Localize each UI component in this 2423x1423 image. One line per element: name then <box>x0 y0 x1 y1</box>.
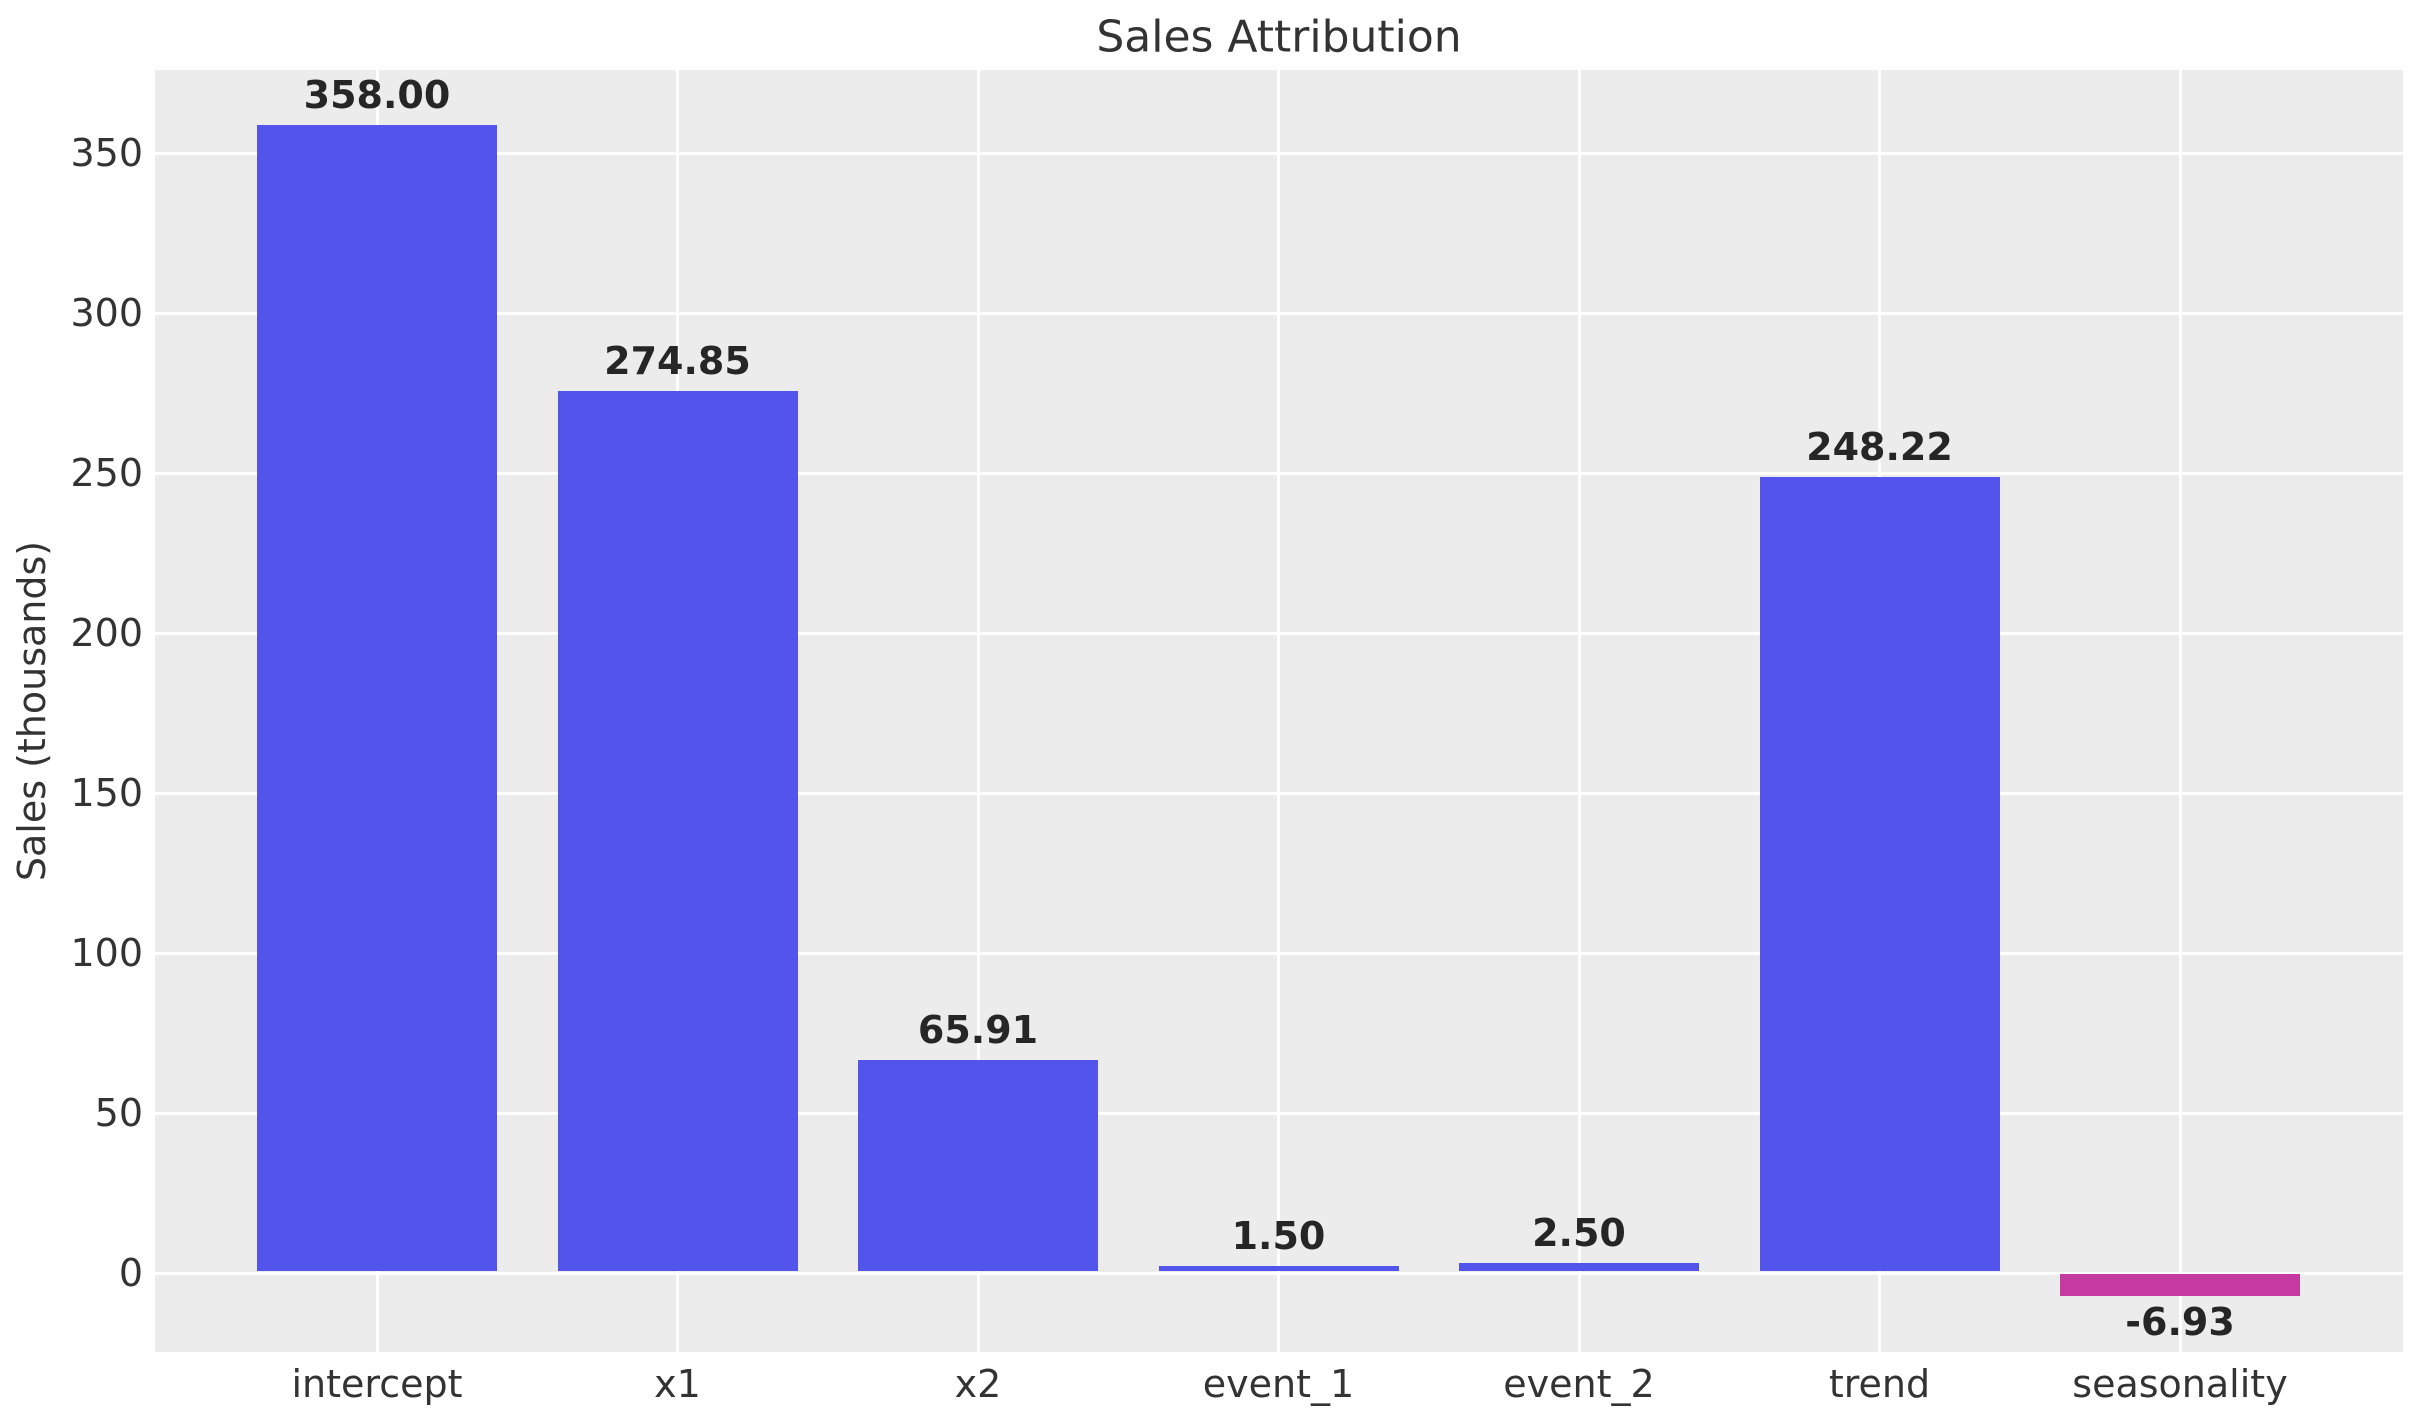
y-tick-label: 100 <box>70 931 143 975</box>
bar-value-label: 248.22 <box>1806 425 1953 469</box>
chart-title: Sales Attribution <box>1096 11 1462 63</box>
bar-value-label: 65.91 <box>917 1008 1039 1052</box>
x-tick-label-x2: x2 <box>954 1362 1002 1406</box>
y-tick-label: 150 <box>70 771 143 815</box>
y-tick-label: 300 <box>70 291 143 335</box>
bar-value-label: 358.00 <box>303 73 451 117</box>
y-tick-label: 0 <box>118 1251 143 1295</box>
bar-trend <box>1759 477 2000 1271</box>
bar-value-label: 274.85 <box>604 339 751 383</box>
bar-event_2 <box>1459 1263 1699 1271</box>
bar-value-label: 2.50 <box>1532 1211 1626 1255</box>
y-tick-label: 350 <box>70 131 143 175</box>
x-tick-label-event_1: event_1 <box>1202 1362 1355 1406</box>
bar-x2 <box>858 1060 1098 1271</box>
y-axis-label: Sales (thousands) <box>10 540 54 882</box>
gridline-vertical <box>976 70 980 1352</box>
x-tick-label-event_2: event_2 <box>1503 1362 1655 1406</box>
x-tick-label-trend: trend <box>1828 1362 1931 1406</box>
x-tick-label-seasonality: seasonality <box>2072 1362 2288 1406</box>
plot-area: 358.00 274.85 65.91 1.50 2.50 248.22 -6.93 <box>155 70 2403 1352</box>
y-tick-label: 250 <box>70 451 143 495</box>
bar-value-label: 1.50 <box>1231 1214 1326 1258</box>
bar-event_1 <box>1158 1266 1399 1271</box>
y-tick-label: 200 <box>70 611 143 655</box>
x-tick-label-intercept: intercept <box>291 1362 463 1406</box>
bar-intercept <box>257 125 497 1271</box>
y-tick-label: 50 <box>94 1091 143 1135</box>
gridline-vertical <box>2178 70 2182 1352</box>
bar-value-label: -6.93 <box>2125 1300 2235 1344</box>
bar-x1 <box>557 391 798 1271</box>
bar-seasonality <box>2060 1274 2300 1296</box>
x-tick-label-x1: x1 <box>654 1362 701 1406</box>
gridline-vertical <box>1277 70 1280 1352</box>
gridline-vertical <box>1577 70 1581 1352</box>
